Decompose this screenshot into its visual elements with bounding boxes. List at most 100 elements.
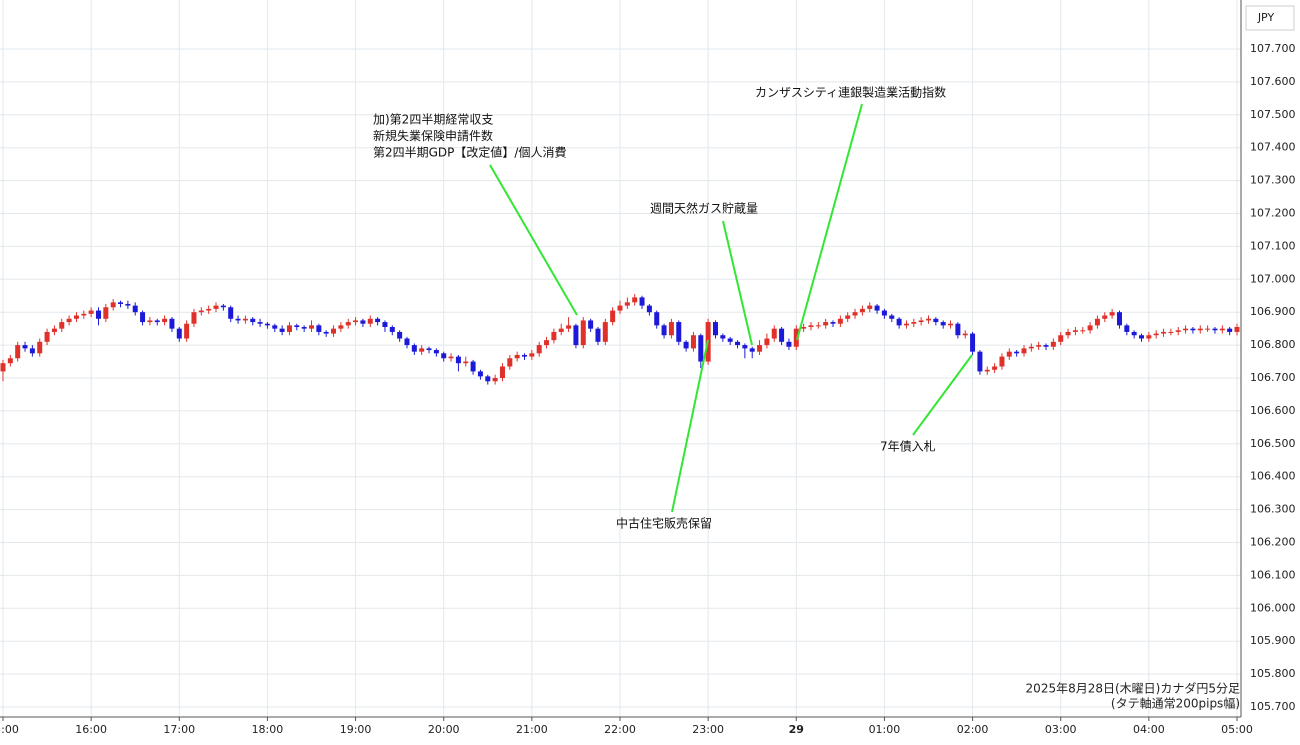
candle-body [529, 353, 535, 357]
candle-body [44, 331, 50, 342]
candle-body [1050, 341, 1056, 347]
annotation-text: 中古住宅販売保留 [616, 516, 712, 531]
candle-body [118, 302, 124, 304]
candle-body [397, 331, 403, 339]
candle-body [448, 356, 454, 359]
candle-body [242, 318, 248, 321]
y-tick-label: 105.800 [1250, 667, 1296, 680]
candle-body [1219, 328, 1225, 331]
y-tick-label: 106.800 [1250, 338, 1296, 351]
candle-body [852, 312, 858, 316]
candle-body [1168, 331, 1174, 333]
candle-body [51, 328, 57, 332]
candle-body [1080, 330, 1086, 332]
candle-body [220, 305, 226, 308]
candle-body [859, 308, 865, 313]
annotation-text: 新規失業保険申請件数 [373, 128, 493, 143]
annotation-text: 第2四半期GDP【改定値】/個人消費 [373, 145, 566, 160]
y-tick-label: 107.500 [1250, 108, 1296, 121]
candle-body [551, 331, 557, 341]
y-tick-label: 106.900 [1250, 305, 1296, 318]
candle-body [198, 310, 204, 313]
candle-body [382, 322, 388, 328]
candle-body [1043, 345, 1049, 347]
y-tick-label: 106.000 [1250, 601, 1296, 614]
candle-body [338, 325, 344, 329]
candle-body [1065, 331, 1071, 336]
y-tick-label: 107.600 [1250, 75, 1296, 88]
candle-body [59, 322, 65, 329]
y-tick-label: 106.200 [1250, 536, 1296, 549]
candle-body [1175, 330, 1181, 332]
candle-body [742, 345, 748, 349]
candle-body [485, 376, 491, 382]
candle-body [184, 323, 190, 339]
candle-body [735, 341, 741, 346]
candle-body [154, 320, 160, 323]
candle-body [88, 310, 94, 314]
leader-line [489, 164, 578, 316]
candle-body [323, 331, 329, 334]
candle-body [286, 325, 292, 332]
candle-body [595, 328, 601, 342]
candle-body [970, 333, 976, 352]
candle-body [477, 371, 483, 377]
candle-body [353, 320, 359, 323]
y-tick-label: 107.400 [1250, 141, 1296, 154]
candle-body [999, 356, 1005, 367]
candle-body [566, 325, 572, 329]
candle-body [1131, 331, 1137, 336]
candle-body [191, 312, 197, 324]
candle-body [955, 323, 961, 336]
candle-body [1109, 312, 1115, 316]
candle-body [1072, 330, 1078, 332]
candle-body [162, 318, 168, 323]
candle-body [1227, 328, 1233, 332]
candle-body [903, 323, 909, 326]
annotation-text: 週間天然ガス貯蔵量 [650, 201, 758, 216]
candle-body [646, 305, 652, 313]
candle-body [698, 335, 704, 362]
candle-body [962, 333, 968, 336]
candle-body [147, 320, 153, 323]
candle-body [1116, 312, 1122, 326]
candle-body [558, 328, 564, 332]
candle-body [110, 302, 116, 308]
candle-body [455, 356, 461, 364]
candle-body [1094, 318, 1100, 326]
candle-body [345, 322, 351, 326]
candle-body [29, 348, 35, 354]
candle-body [1212, 328, 1218, 331]
candle-body [1102, 315, 1108, 319]
candle-body [301, 327, 307, 329]
leader-line [722, 220, 753, 346]
y-tick-label: 106.500 [1250, 437, 1296, 450]
x-tick-label: 02:00 [957, 723, 989, 736]
annotation-text: 加)第2四半期経常収支 [373, 113, 493, 127]
candle-body [235, 318, 241, 321]
candle-body [573, 325, 579, 346]
x-tick-label: 18:00 [252, 723, 284, 736]
candle-body [66, 318, 72, 323]
y-tick-label: 106.400 [1250, 470, 1296, 483]
candle-body [786, 341, 792, 347]
candle-body [95, 310, 101, 319]
candle-body [272, 325, 278, 329]
candle-body [1139, 335, 1145, 339]
y-tick-label: 106.600 [1250, 404, 1296, 417]
candle-body [654, 312, 660, 326]
candle-body [15, 345, 21, 359]
candle-body [522, 354, 528, 357]
candle-body [624, 302, 630, 306]
candle-body [514, 354, 520, 359]
candle-body [470, 361, 476, 372]
candle-body [933, 318, 939, 323]
candle-body [257, 322, 263, 324]
x-tick-label: 04:00 [1133, 723, 1165, 736]
candle-body [264, 323, 270, 326]
y-tick-label: 106.700 [1250, 371, 1296, 384]
candle-body [661, 325, 667, 336]
candle-body [1087, 325, 1093, 331]
candle-body [316, 325, 322, 332]
candle-body [1183, 328, 1189, 331]
